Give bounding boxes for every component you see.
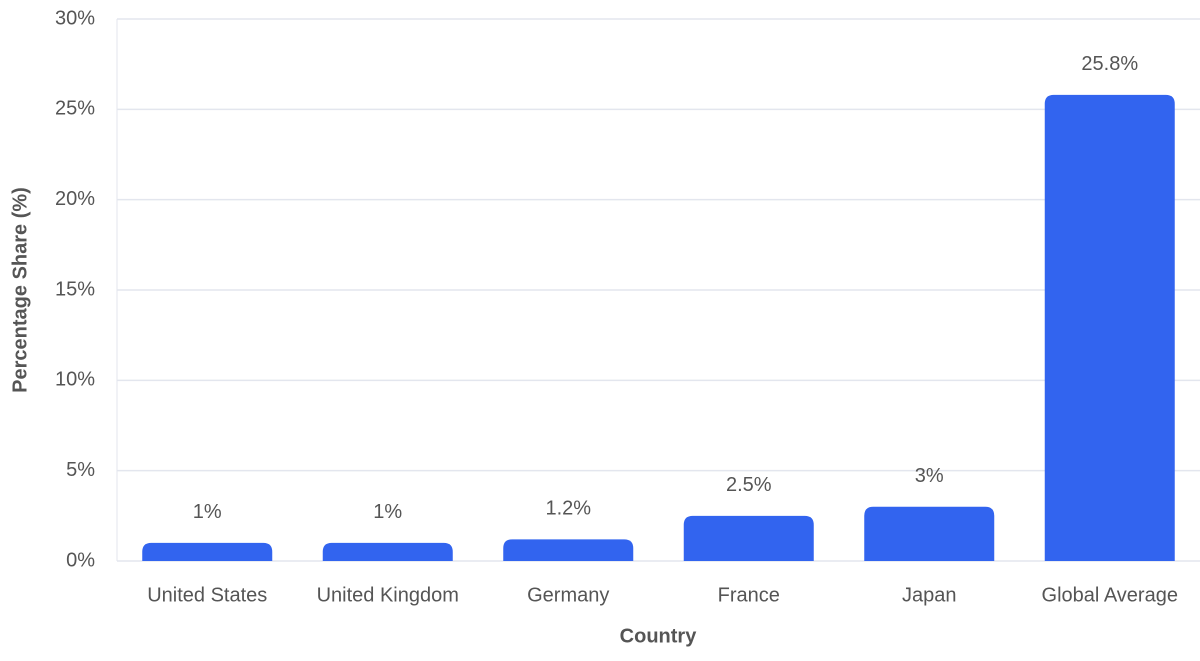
y-axis-title: Percentage Share (%) xyxy=(9,187,31,393)
x-tick-label: United Kingdom xyxy=(317,584,459,606)
x-tick-label: Germany xyxy=(527,584,609,606)
x-axis-title: Country xyxy=(620,625,698,647)
y-tick-label: 20% xyxy=(55,188,95,210)
bar xyxy=(503,539,634,561)
x-tick-label: Japan xyxy=(902,584,957,606)
data-label: 25.8% xyxy=(1081,53,1138,75)
y-tick-label: 25% xyxy=(55,98,95,120)
data-label: 2.5% xyxy=(726,474,772,496)
data-label: 1% xyxy=(373,501,402,523)
y-tick-label: 0% xyxy=(66,549,95,571)
y-tick-label: 30% xyxy=(55,7,95,29)
bar xyxy=(322,542,453,561)
x-tick-label: Global Average xyxy=(1042,584,1178,606)
y-tick-label: 10% xyxy=(55,369,95,391)
bar xyxy=(864,506,995,561)
data-label: 1.2% xyxy=(545,498,591,520)
x-tick-label: United States xyxy=(147,584,267,606)
bar xyxy=(1044,94,1175,561)
bar xyxy=(142,542,273,561)
bar xyxy=(683,515,814,561)
y-tick-label: 15% xyxy=(55,278,95,300)
data-label: 3% xyxy=(915,465,944,487)
data-label: 1% xyxy=(193,501,222,523)
y-tick-label: 5% xyxy=(66,459,95,481)
x-tick-label: France xyxy=(718,584,780,606)
